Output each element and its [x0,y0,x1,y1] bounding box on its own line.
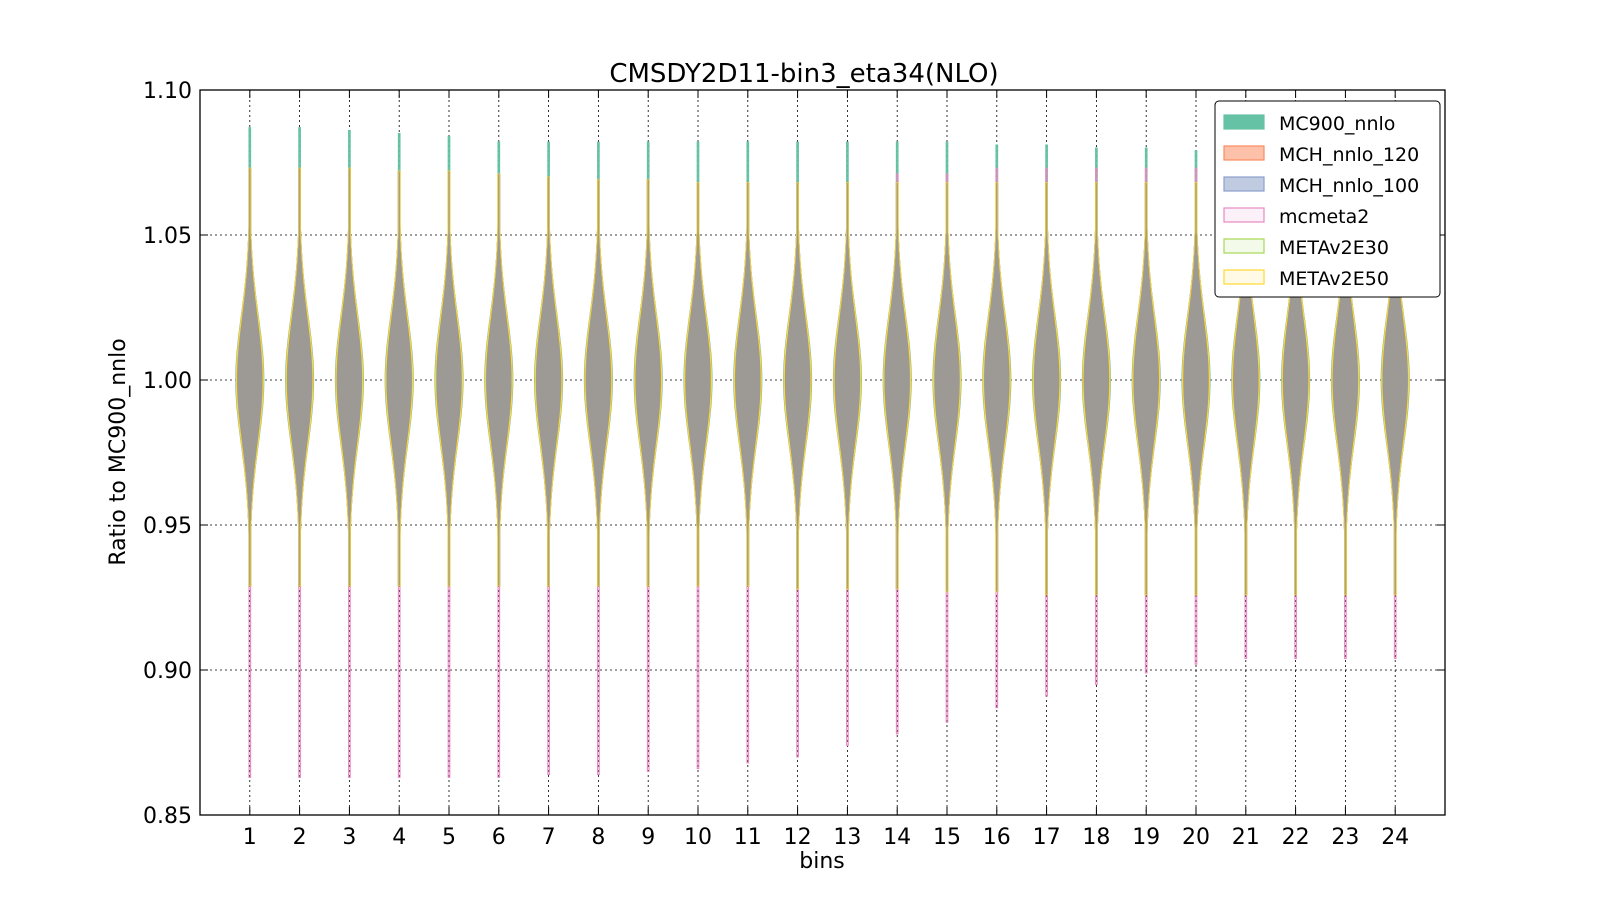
violin-overlap [336,168,362,586]
violin-overlap-layer [237,168,1408,595]
violin-overlap [884,182,910,589]
legend: MC900_nnlo MCH_nnlo_120 MCH_nnlo_100mcmeta… [1214,100,1441,298]
legend-label: mcmeta2 [1279,206,1369,228]
x-tick-label: 18 [1082,825,1110,850]
x-tick-label: 17 [1033,825,1061,850]
violin-overlap [536,177,562,586]
violin-overlap [934,182,960,592]
violin-overlap [1083,182,1109,595]
legend-label: METAv2E50 [1279,268,1389,290]
legend-swatch [1223,207,1265,223]
y-tick-label: 1.10 [143,79,192,104]
plot-frame [199,89,1446,816]
x-tick-label: 20 [1182,825,1210,850]
violin-overlap [1332,182,1358,595]
violin-overlap [735,182,761,586]
x-tick-label: 7 [542,825,556,850]
x-tick-label: 8 [591,825,605,850]
chart-title: CMSDY2D11-bin3_eta34(NLO) [609,59,998,89]
violin-overlap [237,168,263,586]
x-axis: 1 2 3 4 5 6 7 8 9 10 11 12 13 14 15 16 17 18 19 20 21 22 23 24 [243,90,1409,850]
x-axis-label: bins [799,849,844,874]
x-tick-label: 15 [933,825,961,850]
violin-overlap [287,168,313,586]
y-tick-label: 0.90 [143,659,192,684]
violin-overlap [834,182,860,589]
y-axis: 0.85 0.90 0.95 1.00 1.05 1.10 [143,79,1445,829]
x-tick-label: 3 [342,825,356,850]
y-tick-label: 1.00 [143,369,192,394]
y-tick-label: 0.85 [143,804,192,829]
y-tick-label: 1.05 [143,224,192,249]
x-tick-label: 5 [442,825,456,850]
violin-overlap [785,182,811,589]
legend-label: MCH_nnlo_120 [1279,144,1419,166]
x-tick-label: 13 [833,825,861,850]
x-tick-label: 21 [1232,825,1260,850]
legend-label: MCH_nnlo_100 [1279,175,1419,197]
violin-overlap [685,182,711,586]
violin-overlap [1034,182,1060,595]
violin-overlap [436,171,462,586]
x-tick-label: 6 [492,825,506,850]
violin-overlap [1283,182,1309,595]
x-tick-label: 24 [1381,825,1409,850]
legend-swatch [1223,176,1265,192]
x-tick-label: 23 [1331,825,1359,850]
x-tick-label: 2 [293,825,307,850]
violin-overlap [585,179,611,586]
x-tick-label: 10 [684,825,712,850]
violin-overlap [984,182,1010,592]
violin-layer [235,127,1410,778]
y-tick-label: 0.95 [143,514,192,539]
legend-swatch [1223,114,1265,130]
violin-overlap [1133,182,1159,595]
x-tick-label: 12 [784,825,812,850]
x-tick-label: 1 [243,825,257,850]
violin-overlap [1233,182,1259,595]
x-tick-label: 4 [392,825,406,850]
legend-label: METAv2E30 [1279,237,1389,259]
violin-overlap [386,171,412,586]
x-tick-label: 9 [641,825,655,850]
legend-label: MC900_nnlo [1279,113,1395,135]
legend-swatch [1223,145,1265,161]
violin-overlap [1382,182,1408,595]
y-axis-label: Ratio to MC900_nnlo [106,338,131,565]
legend-swatch [1223,269,1265,285]
x-tick-label: 11 [734,825,762,850]
x-tick-label: 22 [1282,825,1310,850]
x-tick-label: 19 [1132,825,1160,850]
x-tick-label: 14 [883,825,911,850]
legend-box [1214,100,1441,298]
violin-overlap [1183,182,1209,595]
x-tick-label: 16 [983,825,1011,850]
violin-overlap [635,179,661,586]
legend-swatch [1223,238,1265,254]
violin-overlap [486,174,512,586]
